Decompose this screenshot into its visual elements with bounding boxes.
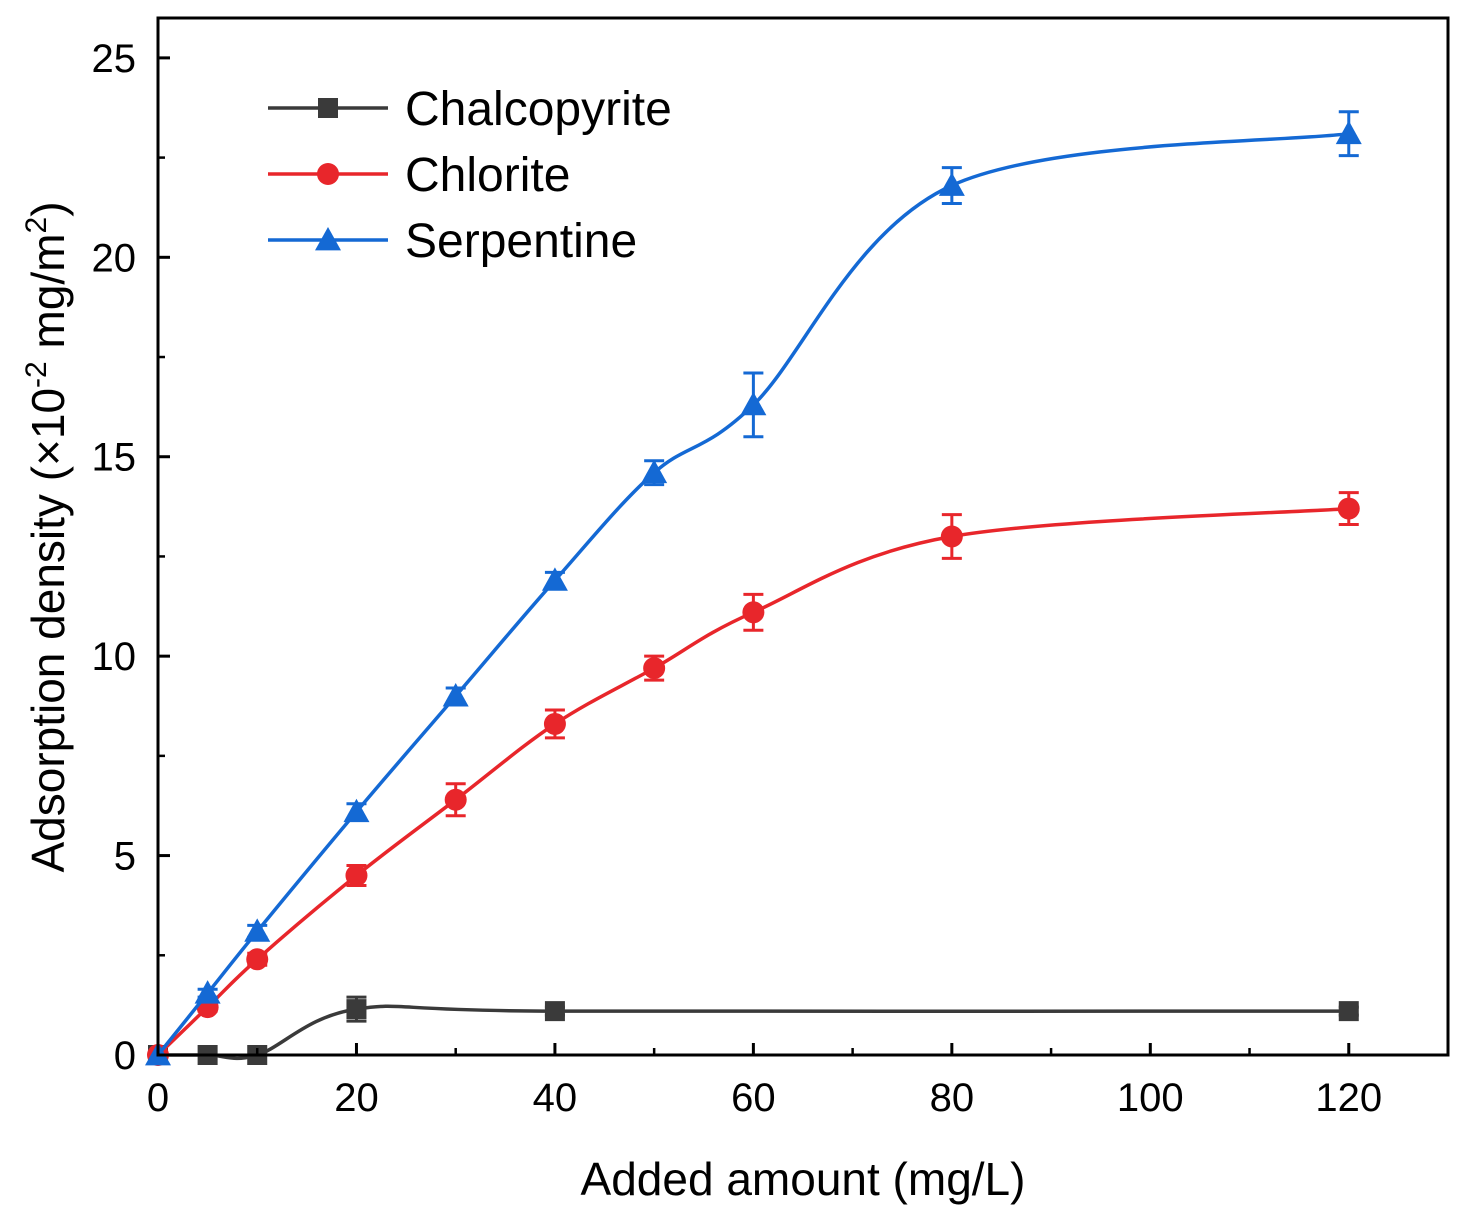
x-axis-title: Added amount (mg/L) xyxy=(581,1153,1026,1205)
serpentine-point xyxy=(938,172,965,196)
legend-marker-serpentine xyxy=(315,227,341,251)
x-tick-label: 40 xyxy=(533,1076,578,1120)
chlorite-point xyxy=(940,525,963,548)
x-tick-label: 0 xyxy=(147,1076,169,1120)
y-tick-label: 25 xyxy=(92,37,137,81)
y-axis-title-exponent-2: 2 xyxy=(20,217,53,234)
serpentine-point xyxy=(194,980,221,1004)
serpentine-point xyxy=(740,391,767,416)
serpentine-point xyxy=(1335,120,1362,145)
y-axis-title-middle: mg/m xyxy=(22,233,74,361)
y-tick-label: 15 xyxy=(92,436,137,480)
legend-item-chlorite: Chlorite xyxy=(268,149,570,202)
chalcopyrite-point xyxy=(1338,1001,1359,1022)
legend: Chalcopyrite Chlorite Serpentine xyxy=(268,83,672,268)
legend-label-chlorite: Chlorite xyxy=(405,149,570,202)
chalcopyrite-line xyxy=(157,1004,1349,1061)
x-tick-label: 120 xyxy=(1315,1076,1382,1120)
chlorite-series xyxy=(147,491,1360,1066)
chlorite-point xyxy=(1337,497,1360,520)
legend-label-chalcopyrite: Chalcopyrite xyxy=(405,83,672,136)
legend-label-serpentine: Serpentine xyxy=(405,215,637,268)
chlorite-line xyxy=(156,506,1349,1057)
chlorite-point xyxy=(543,712,566,735)
x-tick-label: 20 xyxy=(334,1076,379,1120)
chalcopyrite-point xyxy=(544,1001,565,1022)
y-tick-label: 10 xyxy=(92,635,137,679)
x-tick-label: 100 xyxy=(1117,1076,1184,1120)
legend-item-chalcopyrite: Chalcopyrite xyxy=(268,83,672,136)
serpentine-point xyxy=(343,798,370,823)
legend-marker-chlorite xyxy=(317,163,339,185)
legend-item-serpentine: Serpentine xyxy=(268,215,637,268)
y-tick-label: 20 xyxy=(92,236,137,280)
chlorite-point xyxy=(643,657,666,680)
y-axis-title-prefix: Adsorption density (×10 xyxy=(22,388,74,873)
chlorite-point xyxy=(444,788,467,811)
serpentine-point xyxy=(641,459,668,484)
y-axis-title: Adsorption density (×10-2 mg/m2) xyxy=(20,201,74,872)
serpentine-point xyxy=(244,918,271,942)
serpentine-point xyxy=(541,567,568,591)
y-tick-label: 5 xyxy=(114,835,136,879)
serpentine-series xyxy=(145,110,1362,1066)
y-tick-label: 0 xyxy=(114,1034,136,1078)
x-tick-label: 80 xyxy=(930,1076,975,1120)
chalcopyrite-point xyxy=(346,999,367,1020)
plot-frame xyxy=(156,16,1450,1057)
chlorite-point xyxy=(742,601,765,624)
x-tick-label: 60 xyxy=(731,1076,776,1120)
plot-content xyxy=(145,110,1362,1066)
chlorite-point xyxy=(345,864,368,887)
chalcopyrite-series xyxy=(148,995,1359,1065)
serpentine-point xyxy=(442,683,469,707)
y-axis-title-exponent-1: -2 xyxy=(20,361,53,388)
axis-ticks: 0 20 40 60 80 100 120 0 5 10 15 20 25 xyxy=(92,37,1383,1120)
chlorite-point xyxy=(246,948,269,971)
legend-marker-chalcopyrite xyxy=(318,98,338,118)
y-axis-title-suffix: ) xyxy=(22,201,74,216)
